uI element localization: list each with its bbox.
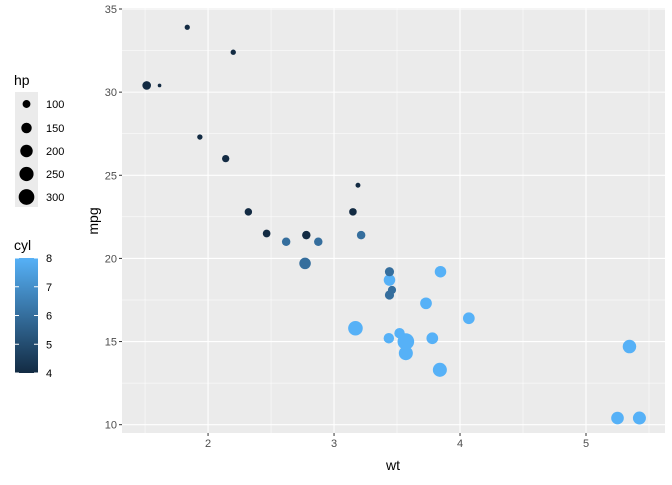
data-point — [348, 320, 363, 336]
data-point — [230, 49, 236, 55]
x-tick-label: 5 — [583, 438, 589, 450]
data-point — [384, 267, 395, 277]
data-point — [398, 346, 413, 361]
data-point — [383, 274, 396, 286]
data-point — [281, 237, 291, 247]
colorbar — [15, 258, 38, 373]
data-point — [197, 134, 203, 140]
data-point — [383, 332, 395, 344]
size-legend-title: hp — [14, 72, 30, 88]
data-point — [302, 230, 311, 240]
data-point — [622, 339, 637, 354]
data-point — [356, 230, 366, 240]
x-tick-label: 3 — [331, 438, 337, 450]
color-legend-label: 6 — [46, 311, 52, 323]
size-legend-key — [20, 144, 33, 158]
data-point — [432, 362, 447, 377]
color-legend-label: 4 — [46, 368, 52, 380]
data-point — [462, 312, 475, 325]
y-axis-label: mpg — [85, 207, 101, 234]
data-point — [314, 237, 323, 247]
size-legend-key — [19, 166, 34, 182]
size-legend-label: 150 — [46, 123, 64, 135]
data-point — [611, 411, 624, 425]
y-tick-label: 15 — [105, 337, 117, 349]
x-tick-label: 2 — [205, 438, 211, 450]
size-legend-key — [22, 100, 31, 108]
data-point — [184, 24, 190, 30]
y-tick-label: 25 — [105, 170, 117, 182]
data-point — [420, 297, 432, 310]
color-legend-title: cyl — [14, 237, 31, 253]
data-point — [632, 411, 646, 425]
size-legend-label: 250 — [46, 169, 64, 181]
color-legend-label: 8 — [46, 253, 52, 265]
size-legend-key — [18, 189, 35, 205]
y-tick-label: 30 — [105, 87, 117, 99]
size-legend-label: 300 — [46, 192, 64, 204]
data-point — [434, 265, 447, 278]
data-point — [426, 332, 439, 345]
size-legend-label: 100 — [46, 99, 64, 111]
color-legend: cyl 8 7 6 5 4 — [14, 237, 52, 380]
x-tick-label: 4 — [457, 438, 463, 450]
size-legend: hp 100 150 200 250 300 — [14, 72, 64, 207]
data-point — [299, 257, 311, 270]
x-axis-label: wt — [385, 457, 400, 473]
data-point — [262, 229, 271, 238]
data-point — [157, 83, 162, 88]
data-point — [142, 81, 152, 90]
data-point — [244, 208, 253, 216]
y-tick-label: 20 — [105, 253, 117, 265]
data-point — [349, 208, 357, 216]
data-point — [355, 182, 361, 188]
y-tick-label: 10 — [105, 420, 117, 432]
plot-panel — [122, 8, 665, 433]
data-point — [397, 333, 415, 350]
data-point — [384, 290, 395, 300]
data-point — [222, 154, 230, 163]
color-legend-label: 7 — [46, 282, 52, 294]
size-legend-key — [21, 122, 32, 134]
y-tick-label: 35 — [105, 4, 117, 16]
size-legend-label: 200 — [46, 146, 64, 158]
color-legend-label: 5 — [46, 339, 52, 351]
